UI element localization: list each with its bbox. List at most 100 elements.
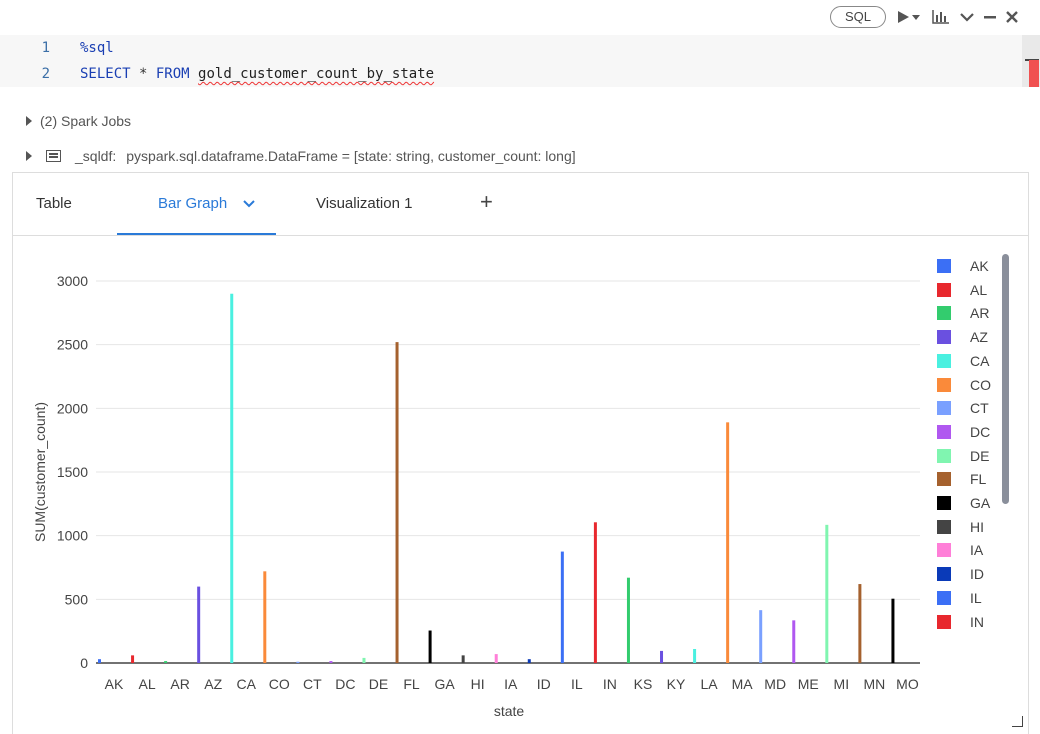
bar[interactable] [693, 648, 697, 663]
bar-chart: 0 500 1000 1500 2000 2500 3000 AK AL AR AZ CA CO CT DC… [32, 273, 920, 719]
bar[interactable] [560, 551, 564, 663]
legend-item[interactable]: GA [937, 493, 990, 513]
legend-swatch [937, 472, 951, 487]
bar[interactable] [428, 630, 432, 663]
bar[interactable] [626, 577, 630, 663]
y-tick-label: 1000 [57, 528, 88, 544]
bar[interactable] [726, 422, 730, 663]
legend-item[interactable]: AK [937, 256, 989, 276]
tab-visualization-label: Visualization 1 [316, 195, 413, 212]
bar[interactable] [230, 293, 234, 663]
x-tick-label: AK [105, 676, 124, 692]
legend-swatch [937, 377, 951, 392]
tab-bar-graph-label: Bar Graph [158, 195, 228, 212]
expand-caret-icon[interactable] [26, 116, 32, 126]
x-tick-label: ID [537, 676, 551, 692]
line-number: 2 [41, 66, 50, 82]
legend-label: IA [970, 542, 984, 559]
legend-item[interactable]: HI [937, 517, 984, 537]
bar[interactable] [131, 655, 135, 663]
legend-item[interactable]: IA [937, 540, 983, 560]
cell-toolbar: SQL [829, 6, 1018, 28]
table-icon [46, 150, 61, 162]
x-tick-label: GA [434, 676, 455, 692]
bar[interactable] [759, 610, 763, 663]
legend-item[interactable]: FL [937, 469, 986, 489]
dataframe-row[interactable]: _sqldf: pyspark.sql.dataframe.DataFrame … [26, 148, 576, 164]
legend-item[interactable]: CO [937, 375, 991, 395]
editor-scrollbar[interactable] [1022, 35, 1040, 87]
legend-item[interactable]: IN [937, 612, 984, 632]
resize-handle[interactable] [1012, 716, 1023, 727]
chevron-down-icon[interactable] [960, 12, 974, 22]
bar[interactable] [263, 571, 267, 663]
expand-caret-icon[interactable] [26, 151, 32, 161]
legend-swatch [937, 424, 951, 439]
legend-label: FL [970, 471, 987, 488]
legend-scrollbar[interactable] [1002, 254, 1009, 504]
bar[interactable] [891, 598, 895, 663]
bar[interactable] [164, 661, 168, 663]
bar[interactable] [461, 655, 465, 663]
code-line-2: 2 SELECT * FROM gold_customer_count_by_s… [0, 61, 1022, 87]
bar[interactable] [362, 657, 366, 663]
sql-keyword-from: FROM [155, 66, 190, 82]
legend-item[interactable]: AZ [937, 327, 988, 347]
x-tick-label: ME [798, 676, 819, 692]
bar[interactable] [792, 620, 796, 663]
legend-item[interactable]: DC [937, 422, 990, 442]
legend-label: CA [970, 352, 990, 369]
bar[interactable] [858, 584, 862, 663]
result-tabs: Table Bar Graph Visualization 1 + [13, 173, 1028, 236]
bar[interactable] [527, 659, 531, 663]
legend-swatch [937, 543, 951, 558]
x-tick-label: KY [667, 676, 686, 692]
bar[interactable] [296, 661, 300, 663]
legend-item[interactable]: ID [937, 564, 984, 584]
y-tick-label: 2000 [57, 400, 88, 416]
legend-item[interactable]: IL [937, 588, 982, 608]
close-icon[interactable] [1006, 11, 1018, 23]
spark-jobs-row[interactable]: (2) Spark Jobs [26, 113, 131, 129]
legend-swatch [937, 353, 951, 368]
bar[interactable] [494, 654, 498, 663]
x-tick-label: DC [335, 676, 355, 692]
legend-label: AZ [970, 329, 988, 346]
legend-label: AK [970, 258, 989, 274]
bar[interactable] [825, 524, 829, 663]
code-editor[interactable]: 1 %sql 2 SELECT * FROM gold_customer_cou… [0, 35, 1022, 87]
x-tick-label: CT [303, 676, 322, 692]
legend-item[interactable]: CA [937, 351, 989, 371]
chart-icon[interactable] [932, 10, 950, 24]
legend-item[interactable]: AR [937, 303, 989, 323]
bar[interactable] [660, 650, 664, 663]
bar[interactable] [593, 522, 597, 663]
legend-item[interactable]: AL [937, 280, 987, 300]
bar[interactable] [395, 342, 399, 663]
bar[interactable] [197, 586, 201, 663]
bar[interactable] [329, 661, 333, 663]
legend-label: AL [970, 281, 988, 298]
legend-label: DC [970, 423, 991, 440]
add-tab-icon[interactable]: + [480, 189, 493, 214]
bar[interactable] [98, 659, 101, 663]
x-tick-label: IN [603, 676, 617, 692]
legend-swatch [937, 496, 951, 510]
y-tick-label: 1500 [57, 464, 88, 480]
tab-table[interactable]: Table [36, 173, 72, 235]
tab-table-label: Table [36, 195, 72, 212]
legend-item[interactable]: CT [937, 398, 989, 418]
legend-label: CO [970, 376, 991, 393]
x-tick-label: MI [834, 676, 850, 692]
minimize-icon[interactable] [984, 12, 996, 22]
x-tick-label: MA [732, 676, 754, 692]
tab-bar-graph[interactable]: Bar Graph [117, 173, 276, 235]
legend-label: ID [970, 566, 984, 583]
x-tick-label: LA [701, 676, 719, 692]
chevron-down-icon[interactable] [243, 173, 256, 235]
tab-visualization-1[interactable]: Visualization 1 [316, 173, 412, 235]
language-selector[interactable]: SQL [829, 6, 886, 28]
dataframe-name: _sqldf: [75, 148, 117, 164]
run-icon[interactable] [896, 10, 922, 24]
legend-item[interactable]: DE [937, 446, 989, 466]
